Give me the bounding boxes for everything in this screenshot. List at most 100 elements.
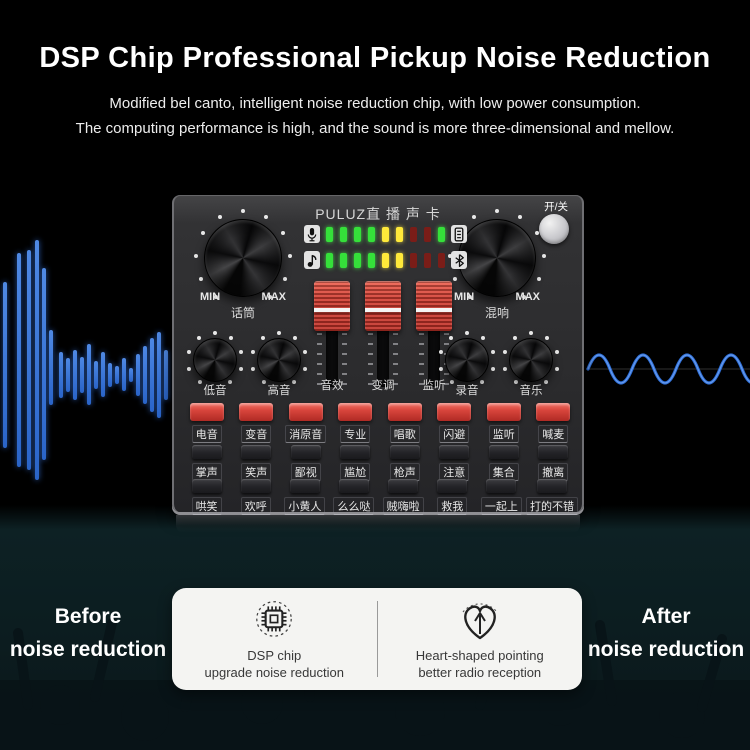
fx-button[interactable] — [536, 479, 567, 493]
led-g — [340, 252, 347, 268]
fx-button[interactable] — [239, 403, 274, 421]
feature-title: Heart-shaped pointing — [415, 648, 544, 663]
fx-button[interactable] — [439, 445, 470, 459]
waveform-bar — [115, 366, 119, 384]
page-title: DSP Chip Professional Pickup Noise Reduc… — [39, 42, 711, 74]
fader-track — [326, 327, 338, 387]
fx-button[interactable] — [388, 479, 419, 493]
knob-scale-dot — [238, 349, 243, 354]
fader-label: 监听 — [422, 380, 446, 392]
fx-button-label: 打的不错 — [525, 497, 578, 515]
fx-cell: 打的不错 — [525, 479, 578, 515]
waveform-bar — [150, 338, 154, 412]
knob-scale-ring — [499, 328, 563, 392]
fx-cell: 撤离 — [529, 445, 579, 481]
led-g — [354, 226, 361, 242]
after-line-2: noise reduction — [587, 638, 745, 661]
fx-button-label: 么么哒 — [333, 497, 375, 515]
fx-cell: 小黄人 — [280, 479, 329, 515]
knob-scale-dot — [197, 336, 202, 341]
battery-icon — [451, 225, 467, 243]
fx-cell: 笑声 — [232, 445, 282, 481]
fader-label: 变调 — [371, 380, 395, 392]
waveform-bar — [73, 350, 77, 400]
music-knob-group: 音乐 — [499, 328, 563, 397]
fx-button[interactable] — [389, 445, 420, 459]
fx-button[interactable] — [536, 403, 571, 421]
after-line-1: After — [641, 605, 691, 628]
knob-scale-dot — [251, 349, 256, 354]
brand-label: PULUZ直 播 声 卡 — [315, 206, 441, 222]
bass-knob[interactable] — [193, 338, 237, 382]
fx-button[interactable] — [241, 445, 272, 459]
music-knob[interactable] — [509, 338, 553, 382]
knob-scale-dot — [448, 253, 453, 258]
knob-scale-dot — [218, 214, 223, 219]
fx-button-label: 小黄人 — [284, 497, 326, 515]
knob-scale-dot — [472, 214, 477, 219]
treble-knob[interactable] — [257, 338, 301, 382]
fx-button[interactable] — [486, 479, 517, 493]
mic-volume-knob[interactable] — [204, 219, 282, 297]
fx-button-label: 救我 — [437, 497, 468, 515]
fx-button[interactable] — [486, 403, 521, 421]
knob-scale-dot — [241, 209, 245, 213]
knob-scale-dot — [228, 336, 233, 341]
knob-scale-dot — [529, 331, 533, 335]
led-g — [340, 226, 347, 242]
pitch-fader[interactable] — [365, 281, 401, 331]
fx-button[interactable] — [240, 479, 271, 493]
fx-button[interactable] — [387, 403, 422, 421]
max-label: MAX — [261, 291, 286, 303]
fx-button[interactable] — [191, 479, 222, 493]
fader-label: 音效 — [320, 380, 344, 392]
reverb-volume-knob[interactable] — [458, 219, 536, 297]
fx-button[interactable] — [191, 445, 222, 459]
waveform-bar — [35, 240, 39, 480]
knob-scale-dot — [280, 231, 285, 236]
min-label: MIN — [200, 291, 221, 303]
feature-title: DSP chip — [247, 648, 302, 663]
fx-button[interactable] — [189, 403, 224, 421]
knob-scale-dot — [228, 380, 233, 385]
fx-button[interactable] — [290, 445, 321, 459]
fx-button[interactable] — [437, 403, 472, 421]
fx-button[interactable] — [488, 445, 519, 459]
fx-button[interactable] — [437, 479, 468, 493]
fx-cell: 监听 — [479, 403, 529, 443]
knob-scale-dot — [292, 336, 297, 341]
fx-button[interactable] — [288, 403, 323, 421]
fx-cell: 么么哒 — [329, 479, 378, 515]
sound-card-device: PULUZ直 播 声 卡 开/关 MIN MAX 话筒 MIN MAX — [172, 195, 584, 515]
fx-button[interactable] — [340, 445, 371, 459]
feature-desc: upgrade noise reduction — [204, 665, 345, 680]
knob-scale-ring — [188, 203, 298, 313]
fx-button[interactable] — [338, 479, 369, 493]
fx-cell: 哄笑 — [182, 479, 231, 515]
sound-effect-fader[interactable] — [314, 281, 350, 331]
record-knob[interactable] — [445, 338, 489, 382]
device-reflection — [176, 515, 580, 533]
feature-card: DSP chip upgrade noise reduction Heart-s… — [172, 588, 582, 690]
fx-button[interactable] — [338, 403, 373, 421]
knob-scale-dot — [439, 349, 444, 354]
knob-scale-ring — [183, 328, 247, 392]
fx-cell: 鄙视 — [281, 445, 331, 481]
waveform-bar — [136, 354, 140, 396]
fx-button[interactable] — [538, 445, 569, 459]
fx-cell: 唱歌 — [380, 403, 430, 443]
fader-ticks — [419, 333, 424, 385]
waveform-bar — [122, 358, 126, 391]
knob-scale-dot — [302, 349, 307, 354]
knob-scale-ring — [247, 328, 311, 392]
knob-scale-dot — [261, 380, 266, 385]
knob-scale-dot — [544, 336, 549, 341]
power-button[interactable] — [539, 214, 569, 244]
led-meter-row-music — [304, 251, 467, 269]
treble-knob-group: 高音 — [247, 328, 311, 397]
knob-scale-dot — [452, 276, 457, 281]
bass-knob-group: 低音 — [183, 328, 247, 397]
fx-button[interactable] — [289, 479, 320, 493]
monitor-fader[interactable] — [416, 281, 452, 331]
